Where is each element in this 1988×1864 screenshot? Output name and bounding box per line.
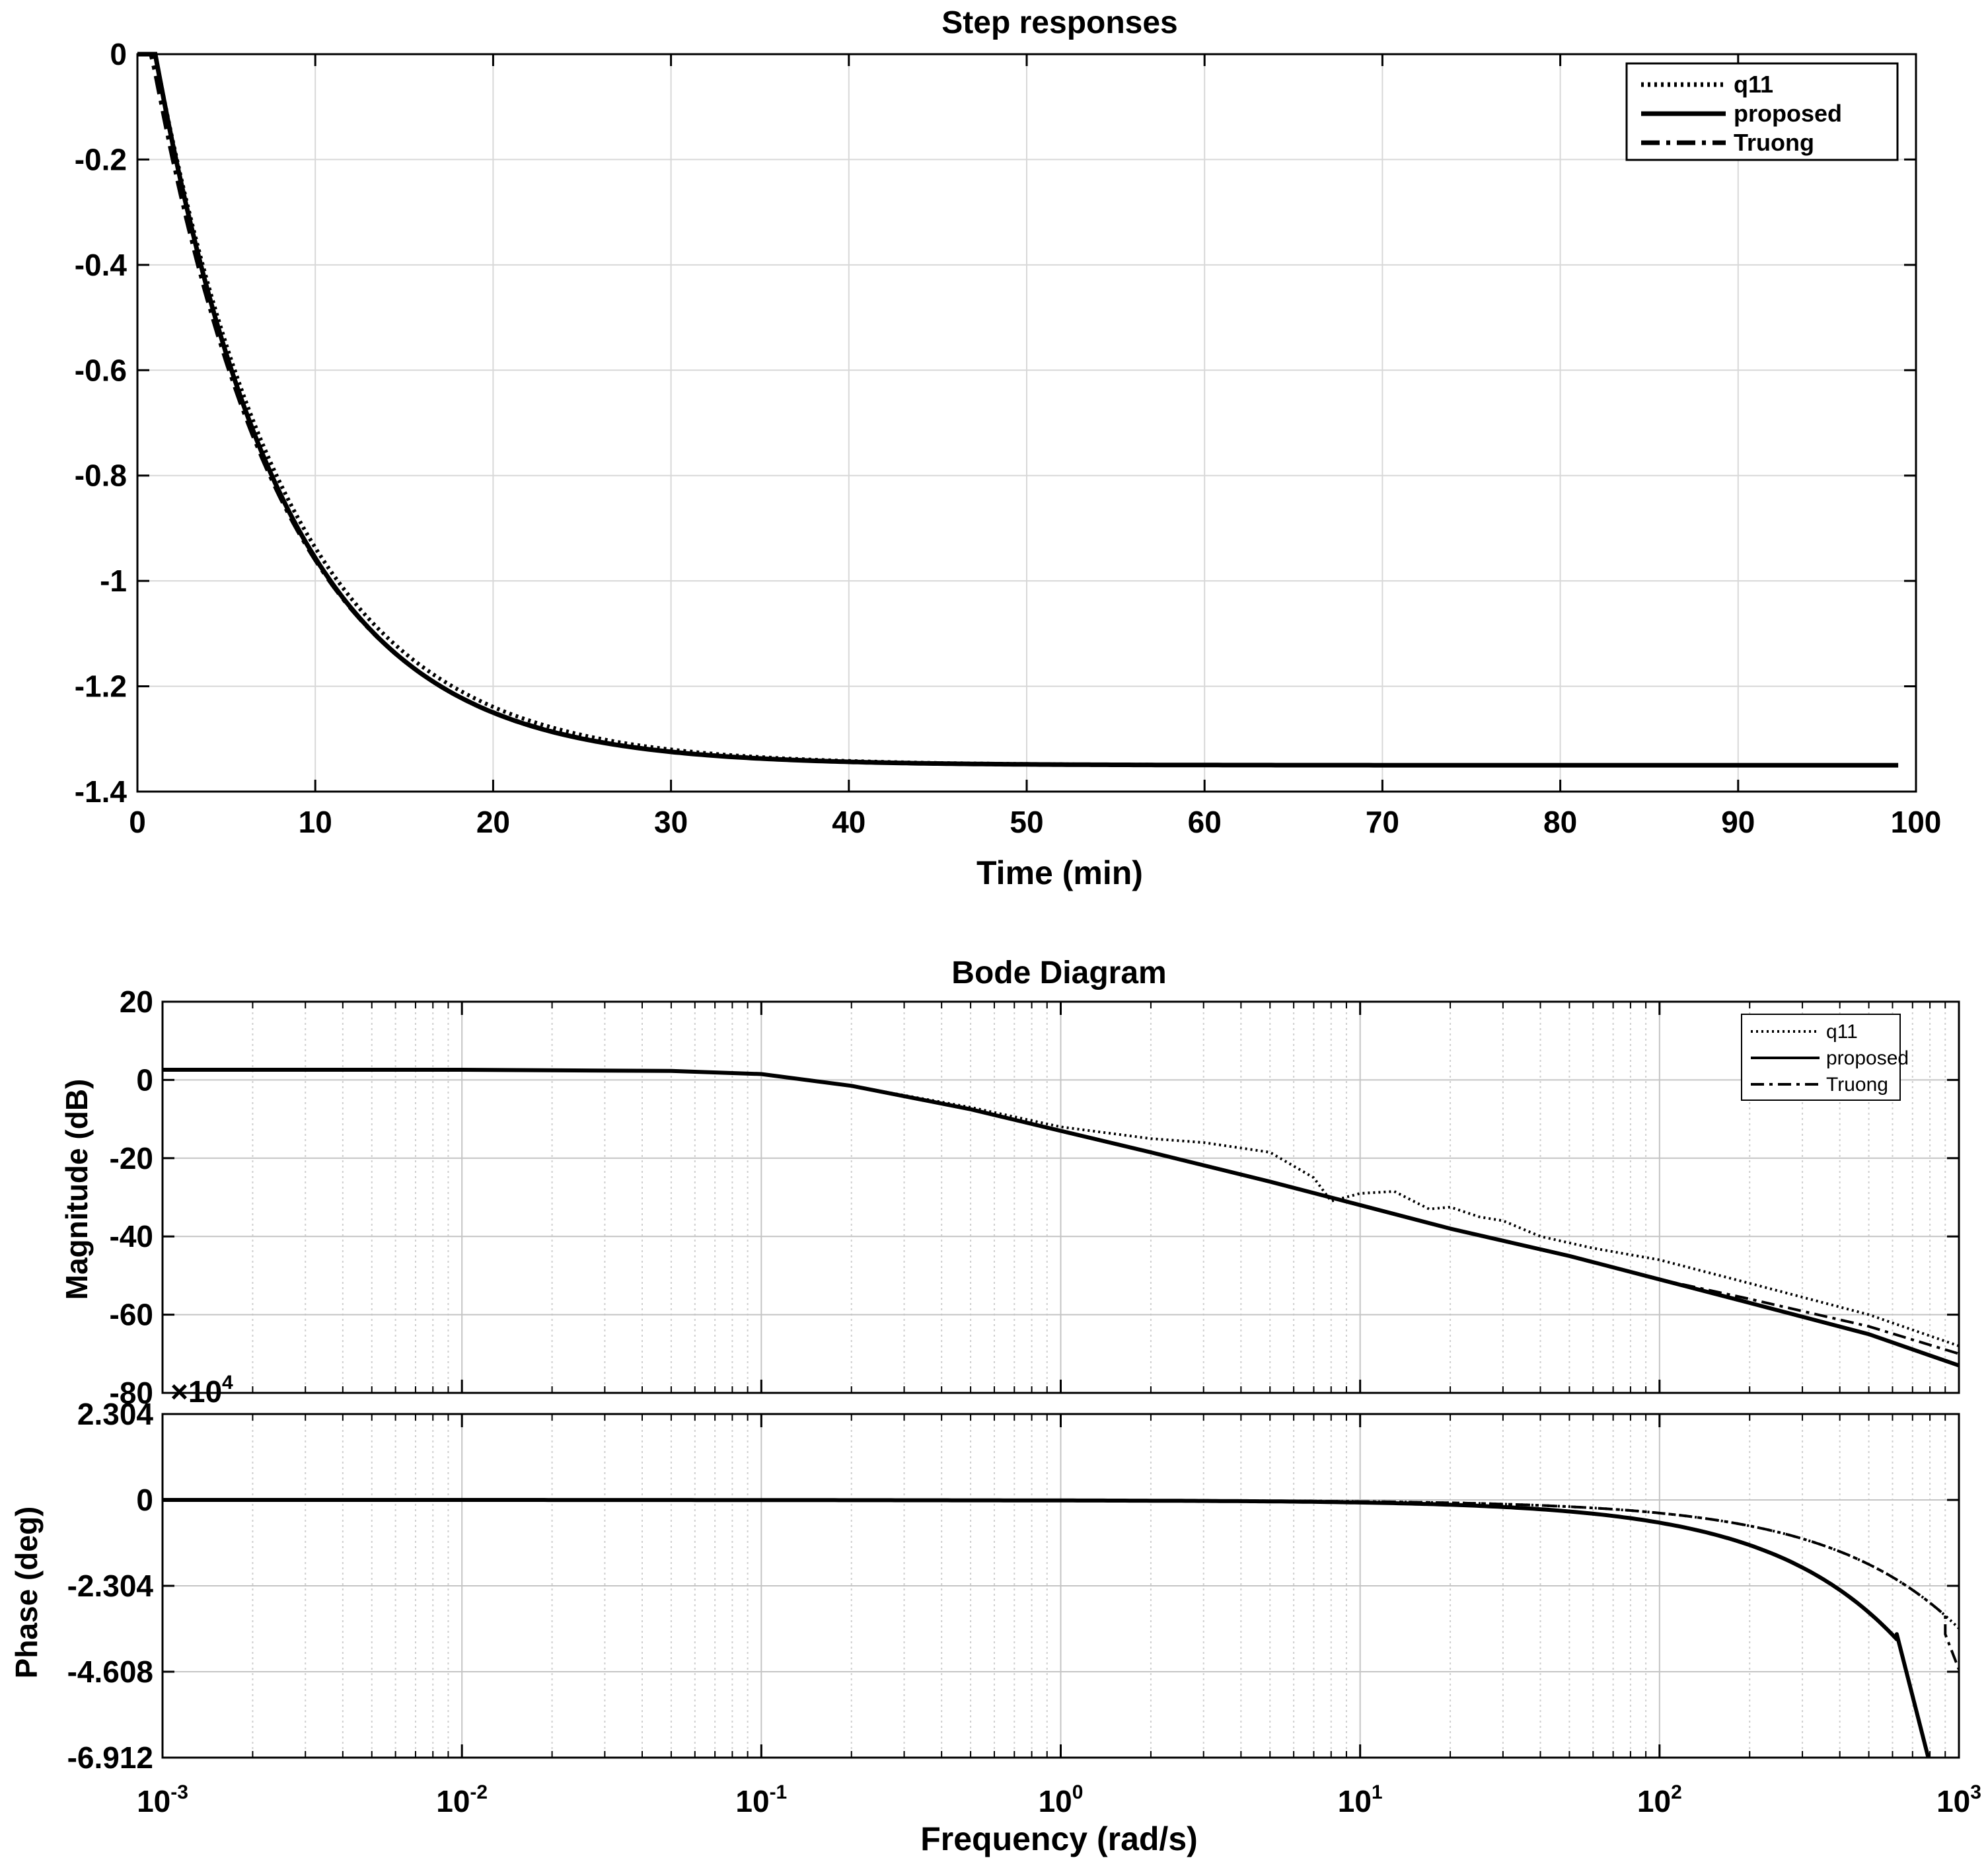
x-axis-label: Frequency (rad/s) xyxy=(920,1820,1198,1857)
y-multiplier-label: ×104 xyxy=(170,1372,233,1409)
x-tick-label: 70 xyxy=(1366,805,1399,839)
x-tick-label: 102 xyxy=(1637,1781,1682,1818)
x-tick-label: 40 xyxy=(832,805,865,839)
chart-title: Step responses xyxy=(941,5,1177,40)
series-line-truong xyxy=(137,52,1899,768)
x-tick-label: 50 xyxy=(1010,805,1043,839)
legend-label-truong: Truong xyxy=(1826,1074,1888,1096)
y-axis-label: Phase (deg) xyxy=(9,1507,44,1679)
y-tick-label: -0.6 xyxy=(75,353,127,387)
y-tick-label: -6.912 xyxy=(67,1740,153,1775)
legend-label-truong: Truong xyxy=(1734,129,1814,156)
y-tick-label: 2.304 xyxy=(77,1397,154,1431)
y-tick-label: -2.304 xyxy=(67,1569,154,1603)
y-axis-label: Magnitude (dB) xyxy=(59,1079,94,1300)
y-tick-label: -0.2 xyxy=(75,142,127,176)
x-tick-label: 30 xyxy=(654,805,688,839)
x-tick-label: 10-1 xyxy=(735,1781,787,1818)
x-tick-label: 60 xyxy=(1188,805,1222,839)
series-line-truong xyxy=(163,1499,1959,1670)
x-tick-label: 10-2 xyxy=(436,1781,488,1818)
x-tick-label: 100 xyxy=(1891,805,1942,839)
bode-magnitude-chart: 20 0 -20 -40 -60 -80 Bode Diagram Magnitude (dB… xyxy=(59,955,1960,1410)
y-tick-label: -40 xyxy=(110,1219,153,1253)
x-axis-label: Time (min) xyxy=(976,854,1143,891)
x-tick-label: 100 xyxy=(1039,1781,1084,1818)
plot-frame xyxy=(136,53,1917,793)
x-tick-label: 20 xyxy=(476,805,510,839)
series-line-truong xyxy=(163,1068,1960,1355)
plot-frame xyxy=(161,1413,1960,1759)
y-tick-label: -1.4 xyxy=(75,774,128,809)
y-tick-label: -0.4 xyxy=(75,248,128,282)
chart-title: Bode Diagram xyxy=(951,955,1166,990)
y-tick-label: -80 xyxy=(110,1376,153,1410)
legend-label-proposed: proposed xyxy=(1826,1047,1909,1069)
step-response-chart: 0 10 20 30 40 50 60 70 80 90 100 0 -0.2 -0.4 -0.6 -0.8 -… xyxy=(75,5,1942,891)
y-tick-label: -20 xyxy=(110,1141,153,1175)
y-tick-label: -4.608 xyxy=(67,1655,153,1689)
y-tick-label: 0 xyxy=(136,1062,153,1097)
bode-phase-chart: 2.304 0 -2.304 -4.608 -6.912 10-3 10-2 10-1 100 1… xyxy=(9,1372,1981,1857)
x-tick-label: 90 xyxy=(1721,805,1755,839)
legend-label-proposed: proposed xyxy=(1734,100,1842,127)
plot-frame xyxy=(161,1000,1960,1394)
y-tick-label: 20 xyxy=(120,985,153,1019)
y-tick-label: -1.2 xyxy=(75,669,127,704)
x-tick-label: 101 xyxy=(1338,1781,1383,1818)
legend-label-q11: q11 xyxy=(1734,71,1773,98)
y-tick-label: 0 xyxy=(110,37,127,71)
y-tick-label: 0 xyxy=(136,1483,153,1517)
y-tick-label: -60 xyxy=(110,1298,153,1332)
y-tick-label: -1 xyxy=(100,564,127,598)
x-tick-label: 0 xyxy=(129,805,146,839)
legend-label-q11: q11 xyxy=(1826,1021,1858,1043)
x-tick-label: 10 xyxy=(299,805,332,839)
y-tick-label: -0.8 xyxy=(75,459,127,493)
x-tick-label: 10-3 xyxy=(137,1781,188,1818)
x-tick-label: 103 xyxy=(1936,1781,1981,1818)
x-tick-label: 80 xyxy=(1543,805,1577,839)
